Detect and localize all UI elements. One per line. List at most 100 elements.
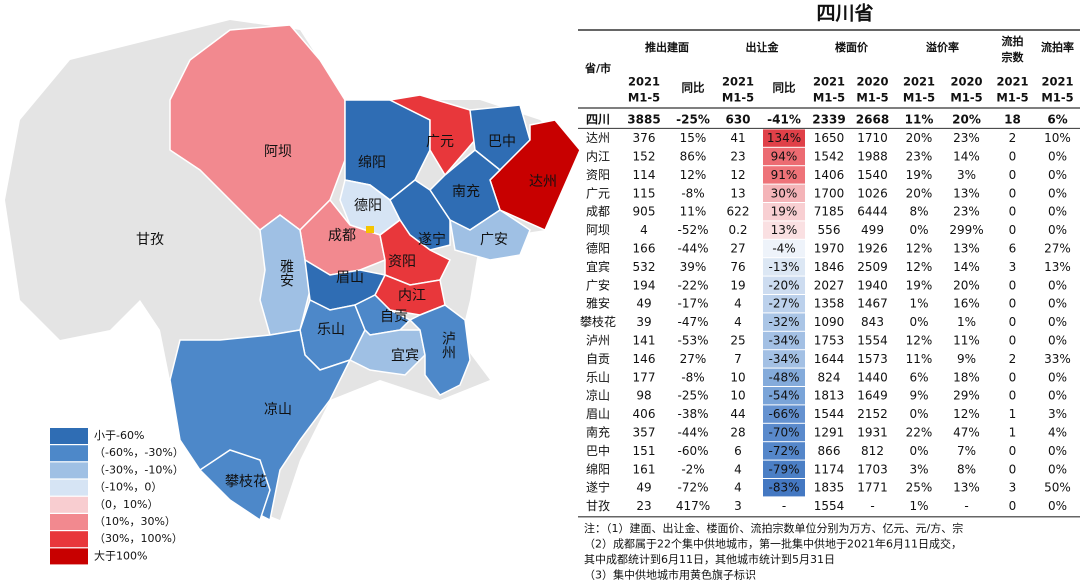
table-cell: -2% [681,462,704,476]
table-cell: 1931 [857,426,888,440]
legend-swatch [50,514,88,530]
table-cell: 141 [633,334,656,348]
table-cell: 1 [1009,426,1017,440]
table-cell: 达州 [586,131,610,145]
table-cell: 3 [1009,481,1017,495]
region-label: 资阳 [388,254,416,270]
table-cell: 812 [861,444,884,458]
legend-label: （0，10%） [94,498,158,511]
table-cell: 0 [1009,499,1017,513]
table-cell: 12% [953,407,980,421]
heat-cell [763,350,805,368]
table-cell: 4 [734,462,742,476]
sub-header: M1-5 [813,91,845,105]
region-label: 达州 [529,174,557,190]
region-panzhihua [198,449,271,522]
heat-cell [763,313,805,331]
region-label: 乐山 [317,322,345,338]
table-cell: 29% [953,389,980,403]
table-cell: 内江 [586,150,610,164]
region-label: 自贡 [380,309,408,325]
table-cell: -34% [768,334,799,348]
table-cell: 152 [633,150,656,164]
table-cell: 0% [1048,389,1067,403]
table-cell: 0% [1048,297,1067,311]
table-cell: 1970 [814,242,845,256]
table-cell: 0 [1009,389,1017,403]
table-cell: 622 [727,205,750,219]
region-label: 南充 [452,184,480,200]
table-cell: 94% [771,150,798,164]
region-label: 德阳 [354,198,382,214]
table-cell: 12% [906,260,933,274]
region-label: 巴中 [488,134,516,150]
table-cell: 1644 [814,352,845,366]
table-cell: 299% [949,223,983,237]
table-cell: 19 [730,278,745,292]
legend-label: （-30%，-10%） [94,463,184,476]
table-cell: 3% [909,462,928,476]
table-cell: 12 [730,168,745,182]
table-cell: 1554 [814,499,845,513]
table-cell: 10 [730,389,745,403]
table-cell: 1% [909,499,928,513]
table-cell: 194 [633,278,656,292]
table-cell: 1835 [814,481,845,495]
sub-header: 2021 [813,75,845,89]
table-cell: -79% [768,462,799,476]
region-label: 广安 [480,232,508,248]
sub-header: M1-5 [628,91,660,105]
table-cell: -72% [677,481,708,495]
table-cell: -48% [768,370,799,384]
table-cell: 绵阳 [586,462,610,476]
table-cell: 1544 [814,407,845,421]
table-cell: 27% [1044,242,1071,256]
table-cell: 23 [636,499,651,513]
table-cell: 49 [636,481,651,495]
table-cell: 146 [633,352,656,366]
table-cell: 4 [640,223,648,237]
table-cell: 47% [953,426,980,440]
heat-cell [763,129,805,147]
table-cell: 0 [1009,334,1017,348]
group-header: 溢价率 [926,40,959,54]
table-cell: -47% [677,315,708,329]
table-cell: 8% [957,462,976,476]
region-guangyuan [387,94,476,177]
heat-cell [763,258,805,276]
table-cell: 4% [1048,426,1067,440]
table-cell: -8% [681,186,704,200]
table-cell: 3 [1009,260,1017,274]
region-label: 攀枝花 [225,474,267,490]
legend-swatch [50,548,88,565]
table-cell: 0 [1009,297,1017,311]
table-cell: 39 [636,315,651,329]
region-label: 绵阳 [358,154,386,171]
heat-cell [763,221,805,239]
table-cell: 3885 [627,113,660,127]
note: （3）集中供地城市用黄色旗子标识 [584,567,756,581]
table-cell: -72% [768,444,799,458]
table-cell: 0% [909,444,928,458]
table-cell: 0 [1009,462,1017,476]
table-cell: 25 [730,334,745,348]
table-cell: 4 [734,315,742,329]
table-cell: 0.2 [728,223,747,237]
table-cell: 0% [1048,444,1067,458]
region-ziyang [379,218,452,286]
table-cell: -38% [677,407,708,421]
table-cell: - [870,499,874,513]
table-cell: 0% [1048,168,1067,182]
table-cell: 0% [1048,370,1067,384]
table-cell: 1174 [814,462,845,476]
heat-cell [763,442,805,460]
sub-header: M1-5 [903,91,935,105]
heat-cell [763,423,805,442]
legend-label: （10%，30%） [94,515,176,528]
table-cell: 0 [1009,444,1017,458]
group-header: 推出建面 [645,40,689,54]
heat-cell [763,460,805,478]
table-cell: 1% [957,315,976,329]
table-cell: 0% [1048,334,1067,348]
heat-cell [763,166,805,184]
